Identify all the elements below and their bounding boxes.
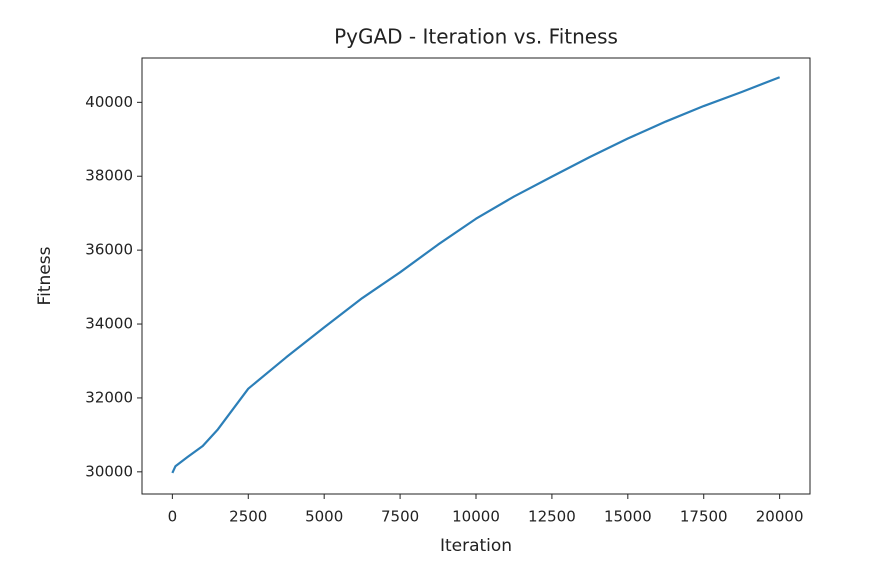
y-tick-label: 34000	[85, 315, 133, 333]
chart-title: PyGAD - Iteration vs. Fitness	[334, 25, 618, 49]
x-axis-label: Iteration	[440, 536, 512, 556]
x-tick-label: 10000	[452, 508, 500, 526]
y-tick-label: 36000	[85, 241, 133, 259]
y-tick-label: 40000	[85, 93, 133, 111]
x-tick-label: 20000	[756, 508, 804, 526]
y-tick-label: 32000	[85, 388, 133, 406]
x-tick-label: 17500	[680, 508, 728, 526]
axes-frame	[141, 57, 811, 495]
x-tick-label: 2500	[229, 508, 267, 526]
y-tick-label: 38000	[85, 167, 133, 185]
line-series	[171, 76, 781, 474]
x-tick-label: 5000	[305, 508, 343, 526]
y-axis-label: Fitness	[35, 246, 55, 305]
x-tick-label: 15000	[604, 508, 652, 526]
x-tick-label: 12500	[528, 508, 576, 526]
x-tick-label: 7500	[381, 508, 419, 526]
y-tick-label: 30000	[85, 462, 133, 480]
x-tick-label: 0	[168, 508, 178, 526]
